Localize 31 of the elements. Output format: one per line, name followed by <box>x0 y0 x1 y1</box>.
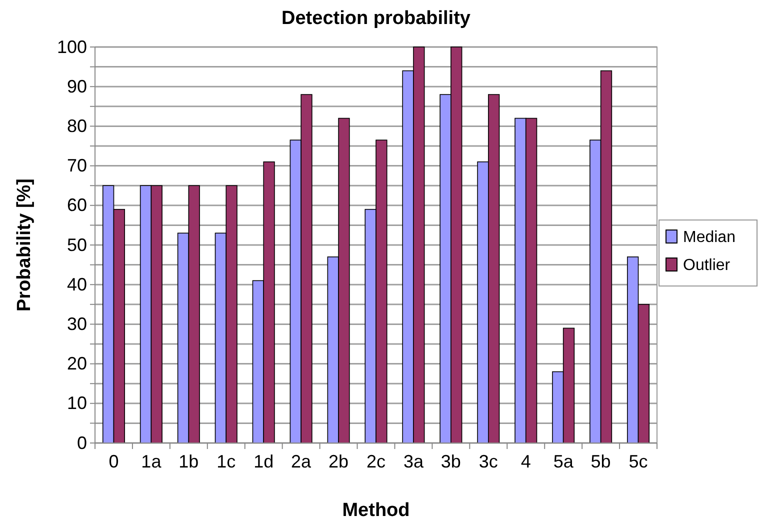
y-tick-label: 30 <box>66 314 87 334</box>
y-tick-label: 90 <box>66 76 87 96</box>
x-tick-label: 3a <box>403 452 424 472</box>
x-tick-label: 3b <box>440 452 461 472</box>
legend-label: Outlier <box>683 257 731 274</box>
x-tick-label: 3c <box>478 452 498 472</box>
x-tick-label: 1b <box>178 452 199 472</box>
chart-title: Detection probability <box>282 8 471 29</box>
y-tick-label: 20 <box>66 354 87 374</box>
y-tick-label: 40 <box>66 274 87 294</box>
y-tick-label: 50 <box>66 234 87 255</box>
x-tick-label: 5a <box>553 452 574 472</box>
x-axis-title: Method <box>342 500 410 521</box>
x-tick-label: 0 <box>108 452 119 472</box>
x-tick-label: 5b <box>590 452 611 472</box>
x-tick-label: 1c <box>216 452 236 472</box>
x-tick-label: 1a <box>141 452 162 472</box>
x-tick-label: 1d <box>254 452 274 472</box>
y-tick-label: 80 <box>66 116 87 136</box>
x-tick-label: 2a <box>291 452 312 472</box>
y-tick-label: 60 <box>66 195 87 216</box>
y-axis-title: Probability [%] <box>14 178 35 312</box>
x-tick-label: 4 <box>520 452 531 472</box>
x-tick-label: 2b <box>328 452 349 472</box>
y-tick-label: 100 <box>56 36 87 57</box>
y-tick-label: 10 <box>66 393 87 414</box>
x-tick-label: 2c <box>366 452 386 472</box>
x-tick-label: 5c <box>628 452 648 472</box>
y-tick-label: 0 <box>76 432 87 453</box>
y-tick-label: 70 <box>66 156 87 176</box>
legend-label: Median <box>683 229 736 246</box>
